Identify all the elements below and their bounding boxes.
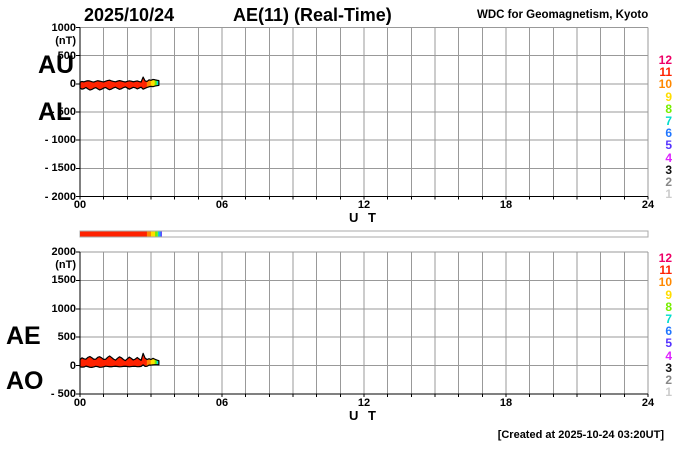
y-axis-unit: (nT) <box>55 259 76 271</box>
availability-bar-segment <box>160 231 162 237</box>
y-tick-label: 1000 <box>51 302 76 315</box>
station-count-legend-item: 2 <box>665 175 672 189</box>
y-tick-label: 500 <box>57 49 76 62</box>
data-band-segment <box>109 79 112 91</box>
x-tick-label: 06 <box>215 199 229 211</box>
station-count-legend-item: 6 <box>665 324 672 339</box>
y-tick-label: 0 <box>69 77 76 90</box>
availability-bar-segment <box>80 231 147 237</box>
station-count-legend-item: 12 <box>658 53 672 67</box>
station-count-legend-item: 9 <box>665 287 672 302</box>
data-band-segment <box>81 81 85 90</box>
station-count-legend-item: 10 <box>658 77 672 92</box>
data-band-segment <box>87 356 91 368</box>
label-al: AL <box>38 98 72 126</box>
availability-bar-segment <box>146 231 151 237</box>
station-count-legend-item: 4 <box>665 150 672 165</box>
x-axis-title-bottom: U T <box>349 408 379 423</box>
label-ae: AE <box>6 322 41 350</box>
plot-title: AE(11) (Real-Time) <box>233 5 392 25</box>
y-tick-label: 0 <box>69 359 76 372</box>
x-tick-label: 18 <box>499 397 513 409</box>
created-timestamp: [Created at 2025-10-24 03:20UT] <box>497 429 664 441</box>
station-count-legend-item: 1 <box>665 385 672 400</box>
x-tick-label: 00 <box>73 397 87 409</box>
y-tick-label: - 1500 <box>44 162 76 175</box>
data-source-label: WDC for Geomagnetism, Kyoto <box>477 9 649 21</box>
station-count-legend-item: 5 <box>665 336 672 351</box>
station-count-legend-item: 1 <box>665 187 672 202</box>
availability-bar-segment <box>151 231 156 237</box>
data-band-outline <box>79 76 160 91</box>
y-tick-label: 1500 <box>51 274 76 287</box>
availability-bar-segment <box>157 231 160 237</box>
y-tick-label: - 1000 <box>44 134 76 147</box>
data-band-segment <box>97 356 100 368</box>
x-tick-label: 24 <box>641 397 655 409</box>
availability-bar-segment <box>159 231 161 237</box>
station-count-legend-item: 12 <box>658 251 672 265</box>
y-axis-unit: (nT) <box>55 34 76 47</box>
x-tick-label: 06 <box>215 397 229 409</box>
y-tick-label: - 2000 <box>44 190 76 203</box>
station-count-legend-item: 3 <box>665 360 672 375</box>
station-count-legend-item: 9 <box>665 89 672 104</box>
data-band-segment <box>89 80 93 91</box>
x-tick-label: 12 <box>357 397 371 409</box>
label-ao: AO <box>6 367 44 395</box>
station-count-legend-item: 10 <box>658 275 672 290</box>
availability-bar-segment <box>155 231 158 237</box>
y-tick-label: - 500 <box>50 388 76 400</box>
y-tick-label: 1000 <box>51 21 76 34</box>
station-count-legend-item: 11 <box>659 65 672 80</box>
plot-date: 2025/10/24 <box>84 5 175 25</box>
station-count-legend-item: 8 <box>665 299 672 314</box>
y-tick-label: 500 <box>57 331 76 344</box>
x-tick-label: 00 <box>73 199 87 211</box>
x-tick-label: 12 <box>357 199 371 211</box>
data-band-segment <box>99 80 102 91</box>
station-count-legend-item: 6 <box>665 126 672 141</box>
x-tick-label: 24 <box>641 199 655 211</box>
x-tick-label: 18 <box>499 199 513 211</box>
data-band-segment <box>148 79 152 88</box>
station-count-legend-item: 7 <box>665 114 672 128</box>
data-band-outline <box>79 352 160 368</box>
station-count-legend-item: 3 <box>665 162 672 177</box>
station-count-legend-item: 7 <box>665 312 672 326</box>
station-count-legend-item: 4 <box>665 348 672 363</box>
label-au: AU <box>38 51 75 79</box>
availability-bar <box>79 230 649 238</box>
station-count-legend-item: 2 <box>665 373 672 387</box>
station-count-legend-item: 8 <box>665 101 672 116</box>
station-count-legend-item: 5 <box>665 138 672 153</box>
station-count-legend-item: 11 <box>659 263 672 278</box>
x-axis-title-top: U T <box>349 210 379 225</box>
data-band-segment <box>119 80 122 90</box>
y-tick-label: 2000 <box>51 246 76 258</box>
y-tick-label: - 500 <box>50 106 76 118</box>
